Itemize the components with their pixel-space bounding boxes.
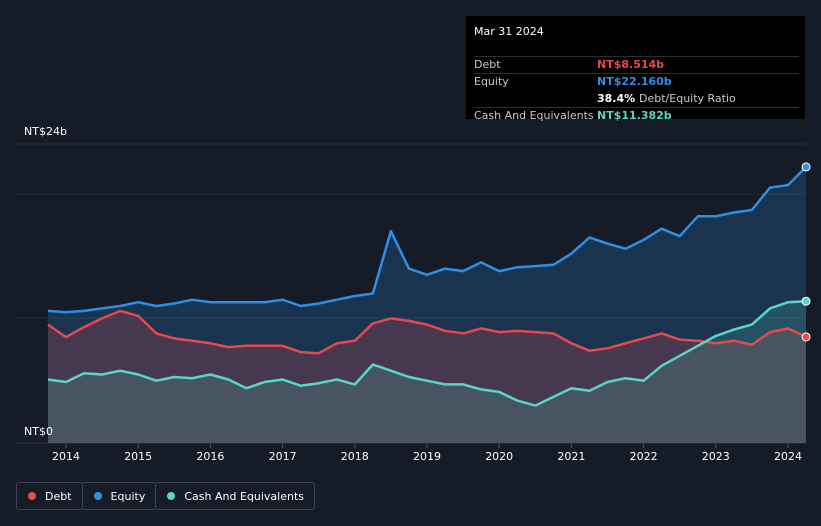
legend-item-equity[interactable]: Equity xyxy=(81,482,157,510)
tooltip-row-cash: Cash And Equivalents NT$11.382b xyxy=(474,109,799,125)
cash-and-equivalents-area xyxy=(48,301,806,443)
tooltip-row-equity: Equity NT$22.160b xyxy=(474,75,799,91)
debt-dot-icon xyxy=(28,492,36,500)
x-tick-label: 2016 xyxy=(196,450,225,463)
tooltip-separator xyxy=(474,107,799,108)
legend-item-cash[interactable]: Cash And Equivalents xyxy=(155,482,315,510)
tooltip-ratio-value: 38.4% xyxy=(597,92,636,105)
x-tick-label: 2015 xyxy=(124,450,153,463)
chart-legend: Debt Equity Cash And Equivalents xyxy=(16,482,315,510)
tooltip-row-ratio: 38.4% Debt/Equity Ratio xyxy=(474,92,799,108)
tooltip-value: NT$8.514b xyxy=(597,58,665,71)
debt-area xyxy=(48,310,806,443)
tooltip-ratio-label: Debt/Equity Ratio xyxy=(639,92,736,105)
cash-and-equivalents-line xyxy=(47,299,807,407)
legend-label: Equity xyxy=(110,489,146,503)
tooltip-ratio: 38.4% Debt/Equity Ratio xyxy=(597,92,736,105)
legend-item-debt[interactable]: Debt xyxy=(16,482,83,510)
y-tick-label-top: NT$24b xyxy=(24,125,67,138)
x-tick-label: 2018 xyxy=(340,450,369,463)
x-tick-label: 2023 xyxy=(701,450,730,463)
x-tick-label: 2024 xyxy=(774,450,802,463)
legend-label: Debt xyxy=(45,489,72,503)
legend-label: Cash And Equivalents xyxy=(184,489,304,503)
tooltip-value: NT$22.160b xyxy=(597,75,672,88)
tooltip-value: NT$11.382b xyxy=(597,109,672,122)
equity-area xyxy=(48,166,806,443)
tooltip-label: Debt xyxy=(474,58,501,71)
x-tick-label: 2014 xyxy=(52,450,80,463)
equity-line xyxy=(47,166,807,314)
tooltip-date: Mar 31 2024 xyxy=(474,25,544,38)
x-tick-label: 2019 xyxy=(413,450,441,463)
debt-line xyxy=(47,309,807,355)
debt-endpoint[interactable] xyxy=(801,332,811,342)
tooltip-separator xyxy=(474,73,799,74)
equity-dot-icon xyxy=(93,492,102,500)
data-tooltip: Mar 31 2024 Debt NT$8.514b Equity NT$22.… xyxy=(466,16,805,122)
x-tick-label: 2022 xyxy=(629,450,658,463)
x-tick-label: 2021 xyxy=(557,450,586,463)
tooltip-label: Cash And Equivalents xyxy=(474,109,594,122)
x-tick-label: 2017 xyxy=(268,450,297,463)
tooltip-row-debt: Debt NT$8.514b xyxy=(474,58,799,74)
x-tick-label: 2020 xyxy=(485,450,514,463)
cash-and-equivalents-endpoint[interactable] xyxy=(801,296,811,306)
tooltip-label: Equity xyxy=(474,75,509,88)
cash-dot-icon xyxy=(167,492,176,500)
equity-endpoint[interactable] xyxy=(801,162,811,172)
tooltip-separator xyxy=(474,56,799,57)
y-tick-label-bottom: NT$0 xyxy=(24,425,53,438)
